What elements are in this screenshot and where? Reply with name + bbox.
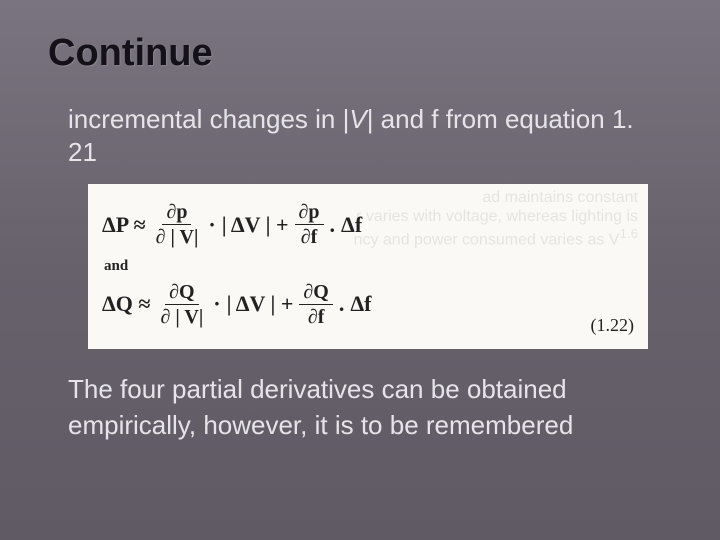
body-text: incremental changes in |V| and f from eq… <box>68 103 662 442</box>
outro-line-1: The four partial derivatives can be obta… <box>68 373 662 406</box>
equation-box: ad maintains constantr varies with volta… <box>88 184 648 349</box>
eq2-mid: | ΔV | + <box>227 293 294 315</box>
eq2-frac2-num: ∂Q <box>299 282 332 305</box>
slide: Continue incremental changes in |V| and … <box>0 0 720 540</box>
eq2-frac1-den: ∂ | V| <box>156 305 207 327</box>
eq1-frac1: ∂p ∂ | V| <box>152 202 203 247</box>
eq1-frac1-num: ∂p <box>162 202 191 225</box>
eq1-frac2-den: ∂f <box>297 225 322 247</box>
eq1-dot1: · <box>208 214 215 236</box>
eq2-frac1: ∂Q ∂ | V| <box>156 282 207 327</box>
intro-prefix: incremental changes in | <box>68 104 349 134</box>
equation-1: ΔP ≈ ∂p ∂ | V| · | ΔV | + ∂p ∂f . Δf <box>102 202 634 247</box>
equation-number: (1.22) <box>591 314 635 337</box>
eq2-lhs: ΔQ ≈ <box>102 293 150 315</box>
eq2-frac2-den: ∂f <box>304 305 329 327</box>
eq2-tail: Δf <box>350 293 371 315</box>
intro-var: V <box>349 104 366 134</box>
intro-line: incremental changes in |V| and f from eq… <box>68 103 662 168</box>
and-label: and <box>104 257 634 276</box>
eq1-mid: | ΔV | + <box>222 214 289 236</box>
eq1-frac2-num: ∂p <box>295 202 324 225</box>
eq2-dot2: . <box>339 293 345 315</box>
slide-title: Continue <box>48 32 672 75</box>
eq2-dot1: · <box>213 293 220 315</box>
eq1-frac1-den: ∂ | V| <box>152 225 203 247</box>
eq1-lhs: ΔP ≈ <box>102 214 146 236</box>
eq1-dot2: . <box>330 214 336 236</box>
eq2-frac2: ∂Q ∂f <box>299 282 332 327</box>
outro-line-2: empirically, however, it is to be rememb… <box>68 409 662 442</box>
eq1-tail: Δf <box>341 214 362 236</box>
equation-2: ΔQ ≈ ∂Q ∂ | V| · | ΔV | + ∂Q ∂f . Δf <box>102 282 634 327</box>
eq2-frac1-num: ∂Q <box>165 282 198 305</box>
eq1-frac2: ∂p ∂f <box>295 202 324 247</box>
